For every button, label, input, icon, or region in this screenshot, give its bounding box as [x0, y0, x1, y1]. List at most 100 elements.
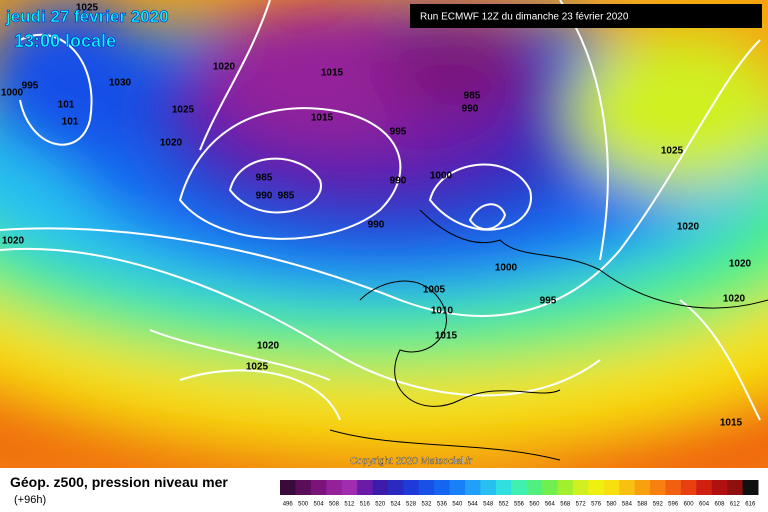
color-scale: 496 500 504 508 512 516 520 524 528 532 536 540 544 5…: [280, 480, 759, 508]
scale-swatch: [680, 480, 697, 495]
scale-label: 540: [452, 502, 463, 508]
isobar-label: 1005: [423, 285, 446, 296]
isobar-label: 1000: [495, 263, 518, 274]
isobar-label: 1020: [257, 341, 280, 352]
scale-swatch: [403, 480, 420, 495]
isobar-label: 1000: [1, 88, 24, 99]
scale-swatch: [341, 480, 358, 495]
scale-label: 568: [560, 502, 571, 508]
scale-swatch: [280, 480, 296, 495]
scale-label: 592: [653, 502, 664, 508]
run-info: Run ECMWF 12Z du dimanche 23 février 202…: [420, 12, 629, 23]
scale-label: 532: [421, 502, 432, 508]
scale-swatch: [711, 480, 728, 495]
field: 1025995100010301011011020101510251015102…: [0, 0, 768, 468]
scale-label: 512: [344, 502, 355, 508]
isobar-label: 1025: [661, 146, 684, 157]
scale-swatch: [588, 480, 605, 495]
scale-swatch: [295, 480, 312, 495]
scale-label: 504: [314, 502, 325, 508]
scale-swatch: [434, 480, 451, 495]
scale-label: 496: [283, 502, 294, 508]
isobar-label: 1015: [720, 418, 743, 429]
scale-swatch: [557, 480, 574, 495]
scale-label: 608: [714, 502, 725, 508]
isobar-label: 101: [62, 117, 79, 128]
scale-swatch: [619, 480, 636, 495]
scale-swatch: [387, 480, 404, 495]
scale-label: 508: [329, 502, 340, 508]
scale-swatch: [665, 480, 682, 495]
scale-label: 556: [514, 502, 525, 508]
isobar-label: 1025: [246, 362, 269, 373]
isobar-label: 1025: [76, 3, 99, 14]
isobar-label: 990: [390, 176, 407, 187]
isobars: [0, 0, 761, 421]
scale-label: 576: [591, 502, 602, 508]
scale-label: 572: [576, 502, 587, 508]
lead-time: (+96h): [14, 494, 46, 506]
scale-label: 520: [375, 502, 386, 508]
scale-label: 528: [406, 502, 417, 508]
isobar-label: 990: [462, 104, 479, 115]
scale-swatch: [511, 480, 528, 495]
run-box: [410, 4, 762, 28]
isobar-label: 1020: [213, 62, 236, 73]
copyright: Copyright 2020 Meteociel.fr: [350, 456, 473, 467]
scale-label: 544: [468, 502, 479, 508]
isobar-label: 1030: [109, 78, 132, 89]
scale-label: 564: [545, 502, 556, 508]
scale-swatch: [326, 480, 343, 495]
isobar-label: 985: [278, 191, 295, 202]
scale-swatch: [372, 480, 389, 495]
scale-swatch: [495, 480, 512, 495]
scale-swatch: [465, 480, 481, 495]
date: jeudi 27 février 2020: [5, 7, 169, 26]
scale-label: 604: [699, 502, 710, 508]
scale-label: 524: [391, 502, 402, 508]
scale-swatch: [526, 480, 543, 495]
scale-swatch: [742, 480, 759, 495]
isobar-label: 995: [22, 81, 39, 92]
isobar-label: 1010: [431, 306, 454, 317]
scale-swatch: [310, 480, 327, 495]
scale-label: 552: [499, 502, 510, 508]
scale-swatch: [634, 480, 651, 495]
legend-title: Géop. z500, pression niveau mer: [10, 474, 228, 490]
isobar-label: 985: [464, 91, 481, 102]
isobar-labels: 1025995100010301011011020101510251015102…: [1, 3, 752, 429]
isobar-label: 1020: [729, 259, 752, 270]
scale-label: 612: [730, 502, 741, 508]
scale-label: 600: [684, 502, 695, 508]
scale-label: 500: [298, 502, 309, 508]
scale-label: 588: [637, 502, 648, 508]
isobar-label: 101: [58, 100, 75, 111]
scale-label: 536: [437, 502, 448, 508]
isobar-label: 995: [390, 127, 407, 138]
scale-label: 560: [529, 502, 540, 508]
isobar-label: 1020: [160, 138, 183, 149]
scale-swatch: [696, 480, 713, 495]
isobar-label: 1020: [2, 236, 25, 247]
isobar-label: 1015: [321, 68, 344, 79]
scale-label: 548: [483, 502, 494, 508]
scale-swatch: [650, 480, 666, 495]
isobar-label: 990: [368, 220, 385, 231]
coastlines: [329, 209, 768, 461]
scale-label: 616: [745, 502, 756, 508]
scale-swatch: [449, 480, 466, 495]
scale-swatch: [480, 480, 497, 495]
isobar-label: 1020: [723, 294, 746, 305]
scale-swatch: [727, 480, 744, 495]
scale-label: 516: [360, 502, 371, 508]
scale-swatch: [603, 480, 620, 495]
isobar-label: 990: [256, 191, 273, 202]
scale-label: 596: [668, 502, 679, 508]
isobar-label: 1015: [311, 113, 334, 124]
isobar-label: 1025: [172, 105, 195, 116]
isobar-label: 1015: [435, 331, 458, 342]
scale-swatch: [357, 480, 374, 495]
time: 13:00 locale: [14, 31, 116, 51]
